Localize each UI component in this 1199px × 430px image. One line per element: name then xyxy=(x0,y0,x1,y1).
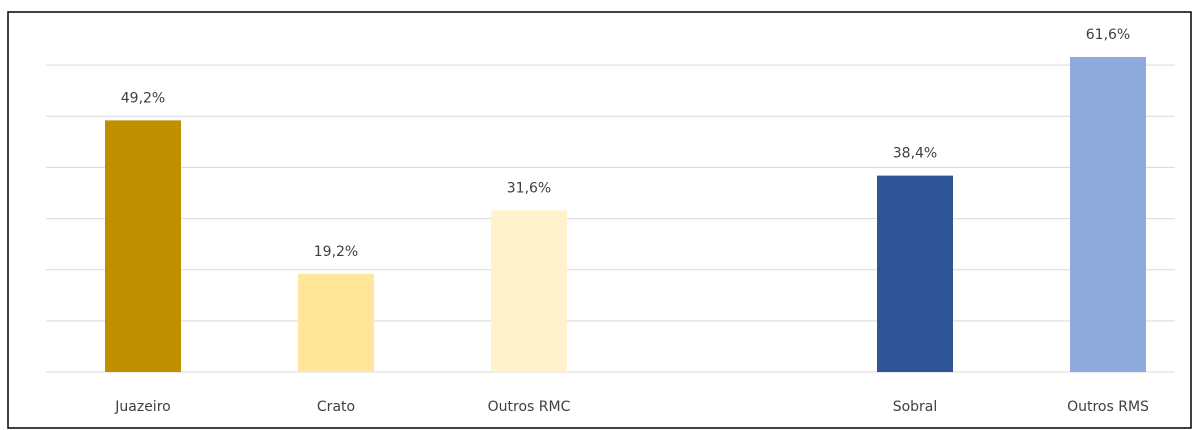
x-tick-label: Crato xyxy=(317,399,355,415)
x-tick-label: Outros RMC xyxy=(488,399,571,415)
bar xyxy=(298,273,374,372)
x-tick-label: Sobral xyxy=(893,399,938,415)
bar xyxy=(491,210,567,372)
x-tick-label: Juazeiro xyxy=(114,399,170,415)
x-tick-label: Outros RMS xyxy=(1067,399,1149,415)
bar xyxy=(877,175,953,372)
value-label: 61,6% xyxy=(1086,27,1130,43)
bar xyxy=(1070,56,1146,373)
value-label: 31,6% xyxy=(507,180,551,196)
chart-border xyxy=(7,11,1192,429)
bar xyxy=(105,120,181,373)
value-label: 38,4% xyxy=(893,146,937,162)
value-label: 19,2% xyxy=(314,244,358,260)
value-label: 49,2% xyxy=(121,90,165,106)
